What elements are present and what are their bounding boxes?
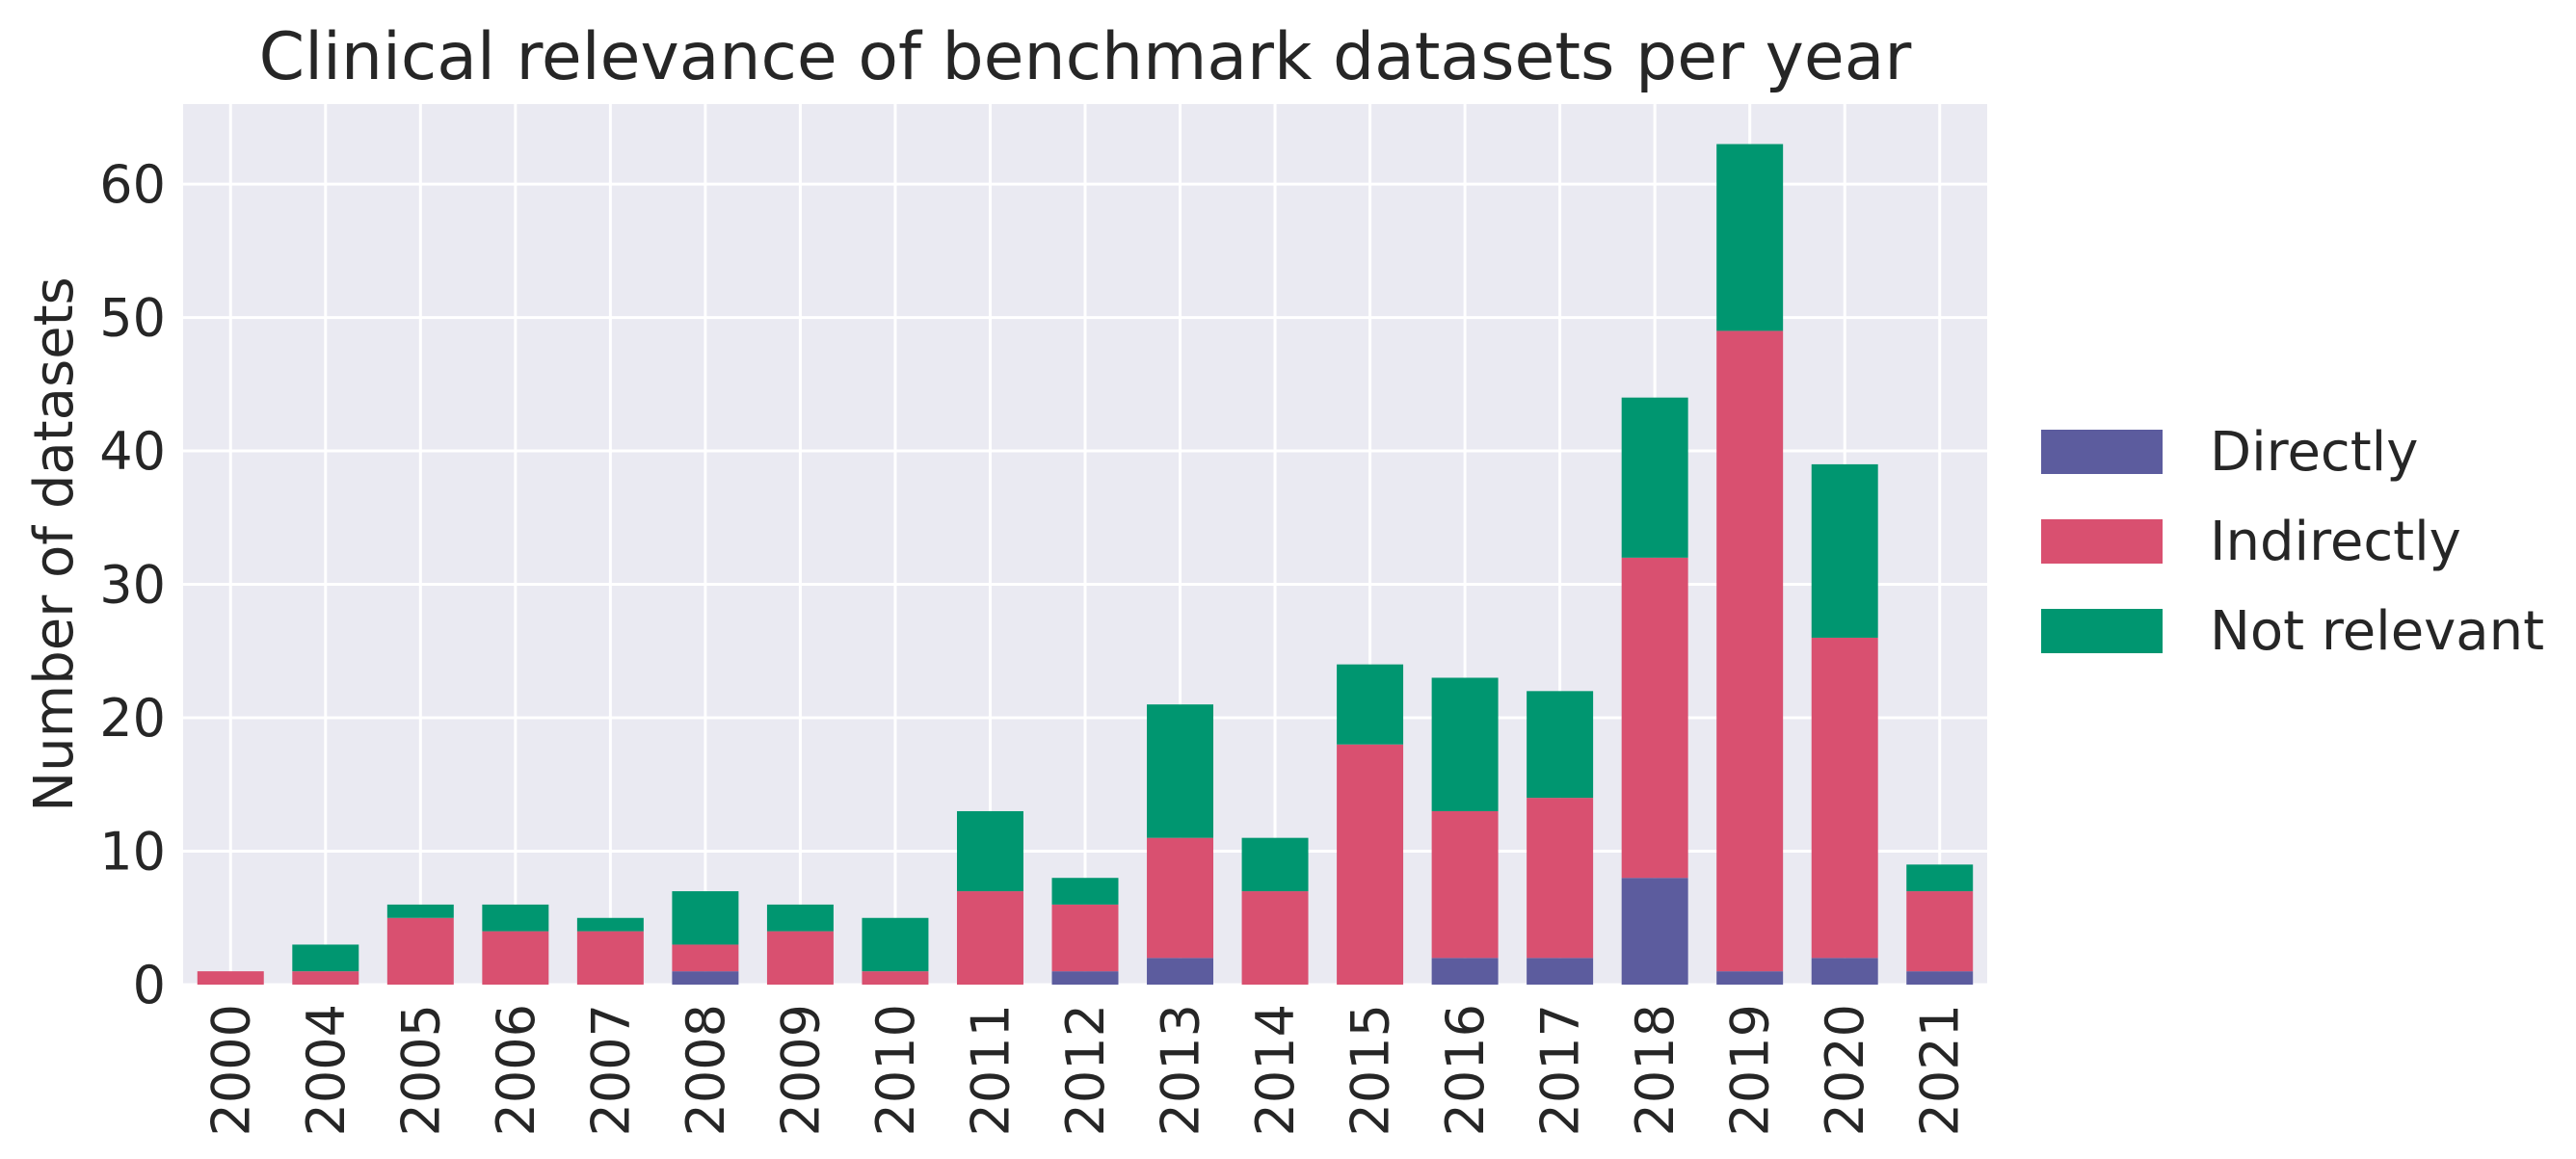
bar-indirectly-2004 xyxy=(292,971,359,985)
bar-indirectly-2012 xyxy=(1051,904,1119,972)
bar-directly-2019 xyxy=(1716,971,1784,985)
x-tick-label: 2011 xyxy=(960,1004,1021,1136)
y-tick-label: 10 xyxy=(99,822,166,882)
bar-indirectly-2009 xyxy=(766,931,834,985)
x-tick-label: 2000 xyxy=(200,1004,261,1136)
y-tick-label: 50 xyxy=(99,288,166,349)
x-tick-label: 2004 xyxy=(296,1004,357,1136)
legend-label-not-relevant: Not relevant xyxy=(2210,600,2544,663)
x-tick-label: 2021 xyxy=(1910,1004,1971,1136)
bar-not-relevant-2010 xyxy=(862,917,929,972)
x-tick-label: 2012 xyxy=(1055,1004,1116,1136)
x-tick-label: 2008 xyxy=(676,1004,736,1136)
bar-indirectly-2020 xyxy=(1811,637,1878,959)
x-tick-label: 2018 xyxy=(1625,1004,1686,1136)
bar-directly-2013 xyxy=(1147,958,1214,985)
chart-title: Clinical relevance of benchmark datasets… xyxy=(259,19,1912,95)
legend: Directly Indirectly Not relevant xyxy=(2041,421,2544,663)
bar-not-relevant-2007 xyxy=(576,917,644,932)
bar-not-relevant-2014 xyxy=(1241,837,1309,892)
y-axis-label: Number of datasets xyxy=(23,277,86,811)
x-tick-label: 2015 xyxy=(1341,1004,1401,1136)
x-tick-label: 2005 xyxy=(390,1004,451,1136)
bar-not-relevant-2009 xyxy=(766,904,834,932)
bar-indirectly-2011 xyxy=(956,891,1023,985)
bar-not-relevant-2004 xyxy=(292,944,359,972)
bar-indirectly-2008 xyxy=(672,944,739,972)
legend-label-indirectly: Indirectly xyxy=(2210,511,2461,573)
bar-indirectly-2015 xyxy=(1337,744,1404,985)
x-tick-label: 2006 xyxy=(486,1004,546,1136)
bar-indirectly-2019 xyxy=(1716,330,1784,972)
y-tick-label: 30 xyxy=(99,555,166,616)
y-tick-labels: 0 10 20 30 40 50 60 xyxy=(99,154,166,1015)
legend-swatch-not-relevant xyxy=(2041,609,2163,653)
bar-indirectly-2018 xyxy=(1621,557,1688,879)
x-tick-label: 2014 xyxy=(1245,1004,1306,1136)
bar-indirectly-2016 xyxy=(1431,810,1499,959)
legend-swatch-indirectly xyxy=(2041,519,2163,564)
legend-label-directly: Directly xyxy=(2210,421,2418,484)
bar-not-relevant-2011 xyxy=(956,810,1023,892)
x-tick-label: 2010 xyxy=(865,1004,926,1136)
bar-not-relevant-2012 xyxy=(1051,878,1119,905)
x-tick-label: 2016 xyxy=(1435,1004,1496,1136)
x-tick-labels: 2000 2004 2005 2006 2007 2008 2009 2010 2011 2012… xyxy=(200,1004,1970,1136)
bar-directly-2018 xyxy=(1621,878,1688,985)
bar-not-relevant-2021 xyxy=(1906,864,1974,892)
bars xyxy=(197,144,1974,985)
x-tick-label: 2009 xyxy=(770,1004,831,1136)
bar-not-relevant-2016 xyxy=(1431,677,1499,811)
bar-not-relevant-2013 xyxy=(1147,704,1214,838)
bar-not-relevant-2015 xyxy=(1337,664,1404,745)
bar-directly-2012 xyxy=(1051,971,1119,985)
bar-indirectly-2014 xyxy=(1241,891,1309,985)
bar-directly-2008 xyxy=(672,971,739,985)
bar-directly-2021 xyxy=(1906,971,1974,985)
y-tick-label: 60 xyxy=(99,154,166,215)
bar-not-relevant-2020 xyxy=(1811,463,1878,638)
x-tick-label: 2013 xyxy=(1151,1004,1211,1136)
bar-directly-2017 xyxy=(1527,958,1594,985)
x-tick-label: 2019 xyxy=(1720,1004,1781,1136)
bar-not-relevant-2019 xyxy=(1716,144,1784,331)
bar-indirectly-2010 xyxy=(862,971,929,985)
y-tick-label: 40 xyxy=(99,421,166,482)
bar-indirectly-2005 xyxy=(386,917,454,985)
bar-directly-2020 xyxy=(1811,958,1878,985)
bar-not-relevant-2005 xyxy=(386,904,454,918)
x-tick-label: 2020 xyxy=(1815,1004,1875,1136)
bar-indirectly-2017 xyxy=(1527,798,1594,959)
bar-indirectly-2006 xyxy=(482,931,549,985)
bar-indirectly-2021 xyxy=(1906,891,1974,972)
bar-not-relevant-2008 xyxy=(672,891,739,945)
bar-not-relevant-2006 xyxy=(482,904,549,932)
bar-not-relevant-2018 xyxy=(1621,397,1688,558)
bar-directly-2016 xyxy=(1431,958,1499,985)
bar-indirectly-2000 xyxy=(197,971,264,985)
bar-not-relevant-2017 xyxy=(1527,691,1594,799)
bar-indirectly-2013 xyxy=(1147,837,1214,959)
y-tick-label: 20 xyxy=(99,688,166,749)
bar-indirectly-2007 xyxy=(576,931,644,985)
x-tick-label: 2017 xyxy=(1530,1004,1591,1136)
x-tick-label: 2007 xyxy=(580,1004,641,1136)
y-tick-label: 0 xyxy=(133,955,166,1015)
legend-swatch-directly xyxy=(2041,430,2163,474)
